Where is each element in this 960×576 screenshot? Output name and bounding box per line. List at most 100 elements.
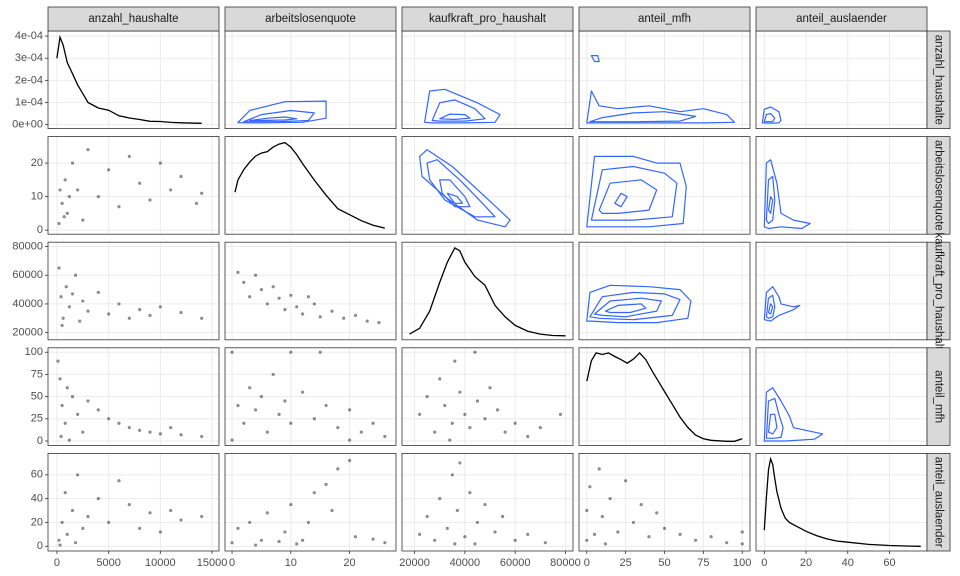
panel-contour	[424, 88, 501, 124]
point	[265, 430, 269, 434]
point	[433, 430, 437, 434]
point	[383, 434, 387, 439]
strip	[926, 241, 951, 341]
point	[693, 538, 698, 542]
point	[463, 535, 467, 539]
point	[271, 372, 275, 377]
point	[60, 201, 64, 205]
contour-line	[767, 413, 778, 435]
y-tick-label: 20000	[12, 327, 43, 339]
point	[558, 412, 563, 416]
point	[295, 542, 299, 546]
point	[56, 359, 60, 363]
strip-label: kaufkraft_pro_haushalt	[429, 13, 547, 25]
point	[194, 201, 199, 205]
contour-line	[590, 165, 678, 221]
point	[117, 421, 121, 425]
x-tick-label: 60000	[500, 557, 531, 569]
point	[289, 502, 293, 507]
contour-line	[604, 303, 647, 314]
contour-line	[763, 159, 811, 230]
panel-background	[756, 31, 927, 129]
panel-contour	[763, 286, 801, 322]
point	[342, 316, 346, 320]
point	[306, 295, 311, 299]
panel-border	[578, 347, 751, 446]
panel-background	[48, 31, 219, 129]
panel-border	[401, 347, 574, 446]
contour-line	[763, 286, 801, 322]
y-tick-label: 40000	[12, 298, 43, 310]
point	[236, 403, 240, 408]
point	[67, 195, 71, 199]
point	[438, 497, 442, 501]
x-tick-label: 100	[733, 557, 751, 569]
panel-background	[48, 453, 219, 551]
strip-label: anteil_mfh	[932, 370, 944, 423]
point	[96, 195, 100, 199]
panel-density	[763, 456, 921, 547]
y-tick-label: 0	[37, 435, 43, 447]
point	[347, 458, 352, 463]
point	[438, 377, 442, 381]
point	[169, 508, 173, 513]
point	[483, 502, 487, 507]
y-tick-label: 10	[31, 191, 43, 203]
point	[248, 520, 252, 525]
y-tick-label: 20	[31, 157, 43, 169]
panel-scatter	[57, 473, 204, 547]
y-tick-label: 4e-04	[15, 30, 43, 42]
x-tick-label: 20	[343, 557, 355, 569]
contour-line	[765, 175, 776, 225]
point	[96, 408, 100, 412]
point	[443, 403, 447, 408]
panel-background	[225, 242, 396, 340]
point	[148, 313, 152, 317]
point	[277, 539, 281, 544]
point	[631, 520, 636, 525]
strip	[755, 6, 928, 32]
panel-contour	[761, 106, 782, 124]
point	[271, 285, 275, 289]
contour-line	[249, 116, 298, 122]
point	[81, 526, 85, 530]
y-tick-label: 25	[31, 413, 43, 425]
point	[65, 211, 69, 216]
point	[76, 188, 80, 192]
point	[63, 491, 67, 495]
point	[86, 399, 90, 403]
panel-background	[756, 136, 927, 235]
contour-line	[586, 284, 692, 324]
density-line	[586, 351, 743, 442]
point	[359, 430, 363, 434]
panel-border	[47, 452, 220, 552]
point	[200, 316, 204, 320]
point	[473, 350, 477, 354]
strip	[401, 6, 574, 32]
strip-label: anteil_auslaender	[932, 457, 944, 548]
x-tick-label: 80000	[550, 557, 581, 569]
strip-label: anzahl_haushalte	[88, 13, 178, 25]
point	[179, 310, 183, 315]
contour-line	[765, 397, 784, 439]
point	[543, 541, 547, 545]
point	[265, 302, 269, 306]
point	[127, 502, 131, 507]
point	[248, 295, 252, 299]
panel-background	[225, 31, 396, 129]
point	[300, 312, 305, 316]
panel-border	[224, 347, 397, 446]
y-tick-label: 1e-04	[15, 96, 43, 108]
point	[259, 287, 264, 292]
panel-contour	[763, 387, 824, 442]
point	[78, 319, 82, 323]
panel-border	[224, 241, 397, 341]
y-tick-label: 60	[31, 469, 43, 481]
point	[495, 408, 500, 412]
point	[448, 438, 452, 442]
point	[63, 178, 67, 182]
strip-label: kaufkraft_pro_haushalt	[932, 233, 944, 351]
panel-background	[225, 136, 396, 235]
point	[608, 497, 612, 501]
strip	[926, 347, 951, 446]
